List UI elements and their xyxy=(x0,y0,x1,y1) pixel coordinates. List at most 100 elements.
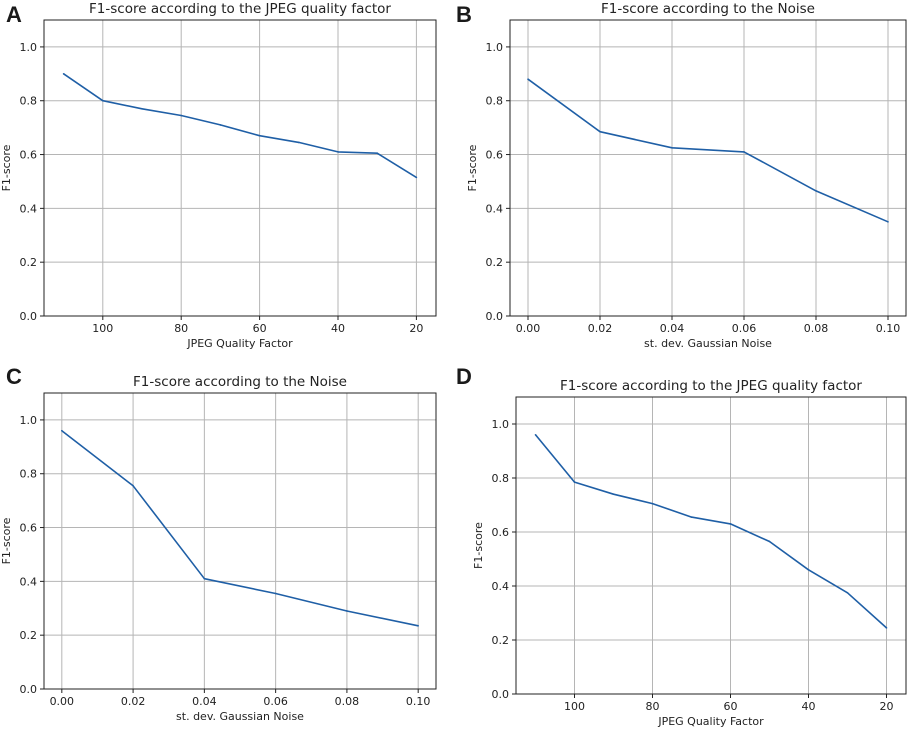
series-line xyxy=(61,430,419,627)
data-point xyxy=(599,130,601,133)
x-tick-label: 0.00 xyxy=(50,695,75,708)
y-axis-label: F1-score xyxy=(0,144,13,191)
y-tick-label: 0.0 xyxy=(486,310,504,323)
x-tick-label: 0.08 xyxy=(804,322,829,335)
chart-title: F1-score according to the Noise xyxy=(601,1,815,17)
data-point xyxy=(573,481,576,483)
data-point xyxy=(203,577,206,580)
plot-frame xyxy=(43,392,437,690)
data-point xyxy=(651,502,654,505)
data-point xyxy=(743,151,745,153)
x-tick-label: 100 xyxy=(564,700,585,713)
plot-frame xyxy=(509,19,907,317)
data-point xyxy=(274,592,277,595)
y-tick-label: 1.0 xyxy=(486,41,504,54)
x-tick-label: 0.06 xyxy=(732,322,757,335)
data-point xyxy=(887,221,889,223)
y-axis-label: F1-score xyxy=(0,517,13,564)
x-tick-label: 20 xyxy=(409,322,423,335)
x-tick-label: 0.02 xyxy=(588,322,613,335)
y-tick-label: 0.2 xyxy=(20,256,38,269)
x-tick-label: 0.00 xyxy=(516,322,541,335)
data-point xyxy=(219,124,222,126)
x-tick-label: 60 xyxy=(724,700,738,713)
data-point xyxy=(298,141,300,144)
series-line xyxy=(534,434,888,629)
data-point xyxy=(102,99,104,102)
x-axis-label: st. dev. Gaussian Noise xyxy=(644,337,772,350)
panel-a: A F1-score according to the JPEG quality … xyxy=(0,1,437,350)
y-axis-label: F1-score xyxy=(472,522,485,569)
panel-b: B F1-score according to the Noise 0.00 0.02… xyxy=(456,1,907,350)
y-tick-label: 0.8 xyxy=(486,95,504,108)
panel-letter: B xyxy=(456,2,472,27)
panel-c: C F1-score according to the Noise 0.00 0.02… xyxy=(0,364,437,723)
plot-frame xyxy=(515,396,907,695)
x-tick-label: 40 xyxy=(802,700,816,713)
x-tick-label: 0.06 xyxy=(263,695,288,708)
chart-title: F1-score according to the JPEG quality f… xyxy=(560,378,862,394)
y-axis-label: F1-score xyxy=(466,144,479,191)
data-point xyxy=(729,523,732,525)
y-tick-label: 0.6 xyxy=(492,526,510,539)
y-tick-label: 0.4 xyxy=(20,202,38,215)
y-tick-label: 0.2 xyxy=(20,629,38,642)
data-point xyxy=(846,591,849,594)
chart-title: F1-score according to the JPEG quality f… xyxy=(89,1,391,17)
y-tick-label: 0.4 xyxy=(492,580,510,593)
data-point xyxy=(815,190,817,192)
y-tick-label: 1.0 xyxy=(492,418,510,431)
data-point xyxy=(180,114,182,117)
data-point xyxy=(885,627,888,629)
data-point xyxy=(417,624,419,627)
data-point xyxy=(612,493,615,496)
data-point xyxy=(337,151,339,153)
x-tick-label: 0.04 xyxy=(192,695,217,708)
data-point xyxy=(690,516,693,518)
data-point xyxy=(415,176,418,179)
y-tick-label: 0.6 xyxy=(20,149,38,162)
y-tick-label: 1.0 xyxy=(20,414,38,427)
x-axis-label: st. dev. Gaussian Noise xyxy=(176,710,304,723)
y-tick-label: 0.8 xyxy=(492,472,510,485)
x-tick-label: 60 xyxy=(253,322,267,335)
x-tick-label: 100 xyxy=(92,322,113,335)
y-tick-label: 0.2 xyxy=(486,256,504,269)
panel-letter: A xyxy=(6,2,22,27)
x-tick-label: 0.08 xyxy=(335,695,360,708)
data-point xyxy=(346,610,348,612)
y-tick-label: 1.0 xyxy=(20,41,38,54)
x-tick-label: 0.10 xyxy=(876,322,901,335)
y-tick-label: 0.6 xyxy=(486,149,504,162)
x-axis-label: JPEG Quality Factor xyxy=(186,337,293,350)
x-tick-label: 40 xyxy=(331,322,345,335)
data-point xyxy=(768,540,771,543)
chart-title: F1-score according to the Noise xyxy=(133,374,347,390)
y-tick-label: 0.8 xyxy=(20,468,38,481)
data-point xyxy=(376,152,379,154)
y-tick-label: 0.6 xyxy=(20,522,38,535)
y-tick-label: 0.0 xyxy=(20,683,38,696)
series-line xyxy=(527,78,889,223)
data-point xyxy=(141,108,143,110)
data-point xyxy=(534,434,537,436)
y-tick-label: 0.4 xyxy=(20,575,38,588)
panel-d: D F1-score according to the JPEG quality … xyxy=(456,364,907,728)
series-line xyxy=(63,73,417,179)
y-tick-label: 0.0 xyxy=(492,688,510,701)
x-tick-label: 80 xyxy=(174,322,188,335)
x-tick-label: 20 xyxy=(880,700,894,713)
panel-letter: D xyxy=(456,364,472,389)
y-tick-label: 0.4 xyxy=(486,202,504,215)
plot-frame xyxy=(43,19,437,317)
x-tick-label: 80 xyxy=(646,700,660,713)
data-point xyxy=(671,147,673,149)
data-point xyxy=(132,485,134,487)
x-axis-label: JPEG Quality Factor xyxy=(657,715,764,728)
x-tick-label: 0.10 xyxy=(406,695,431,708)
data-point xyxy=(527,78,529,80)
data-point xyxy=(258,134,261,137)
y-tick-label: 0.2 xyxy=(492,634,510,647)
panel-letter: C xyxy=(6,364,22,389)
